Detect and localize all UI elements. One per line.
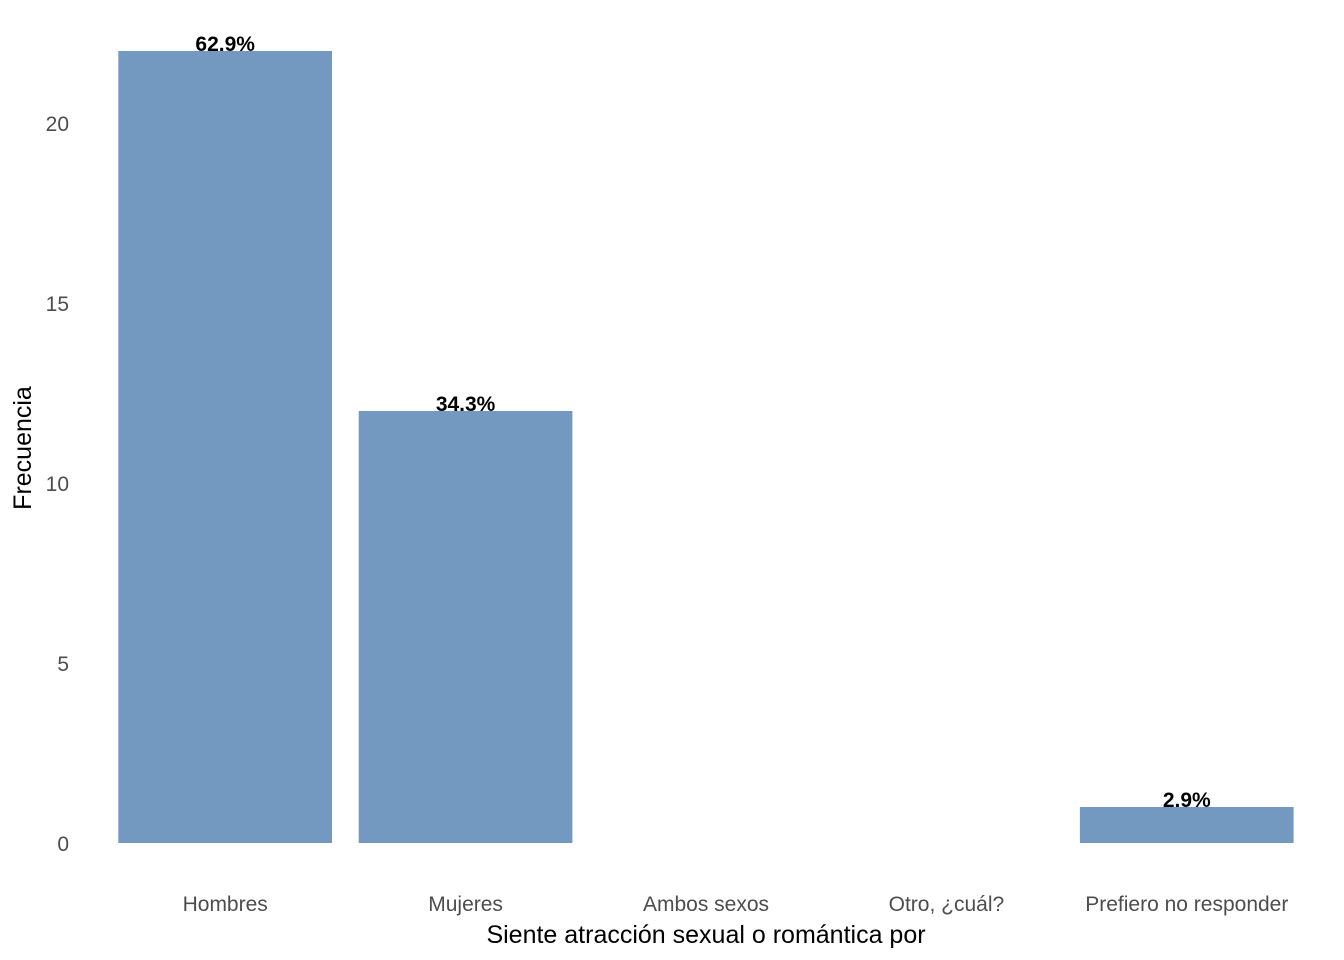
y-tick-label: 0 <box>57 833 69 856</box>
y-tick-label: 5 <box>57 653 69 676</box>
data-label: 34.3% <box>436 393 496 416</box>
bar-prefiero-no-responder <box>1079 807 1294 843</box>
y-axis-ticks: 0 5 10 15 20 <box>46 113 69 856</box>
x-axis-title: Siente atracción sexual o romántica por <box>486 921 925 949</box>
bar-hombres <box>118 51 332 843</box>
data-label: 2.9% <box>1163 789 1211 812</box>
x-tick-label: Mujeres <box>428 893 503 916</box>
bar-mujeres <box>358 411 573 843</box>
x-tick-label: Otro, ¿cuál? <box>889 893 1005 916</box>
x-tick-label: Ambos sexos <box>643 893 769 916</box>
y-tick-label: 10 <box>46 473 69 496</box>
y-tick-label: 20 <box>46 113 69 136</box>
x-tick-label: Hombres <box>183 893 268 916</box>
x-tick-label: Prefiero no responder <box>1085 893 1288 916</box>
data-label: 62.9% <box>195 33 255 56</box>
y-axis-title: Frecuencia <box>9 386 37 510</box>
x-axis-ticks: Hombres Mujeres Ambos sexos Otro, ¿cuál? Pre… <box>183 893 1289 916</box>
data-labels-layer: 62.9% 34.3% 2.9% <box>195 33 1211 812</box>
y-tick-label: 15 <box>46 293 69 316</box>
bars-layer <box>118 51 1294 843</box>
